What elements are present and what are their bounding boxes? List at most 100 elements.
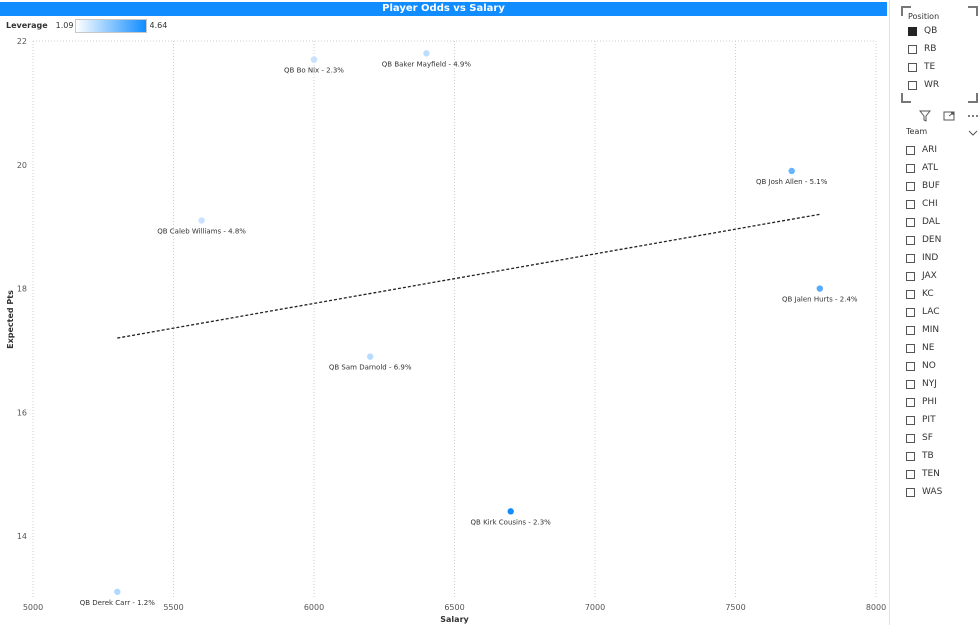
data-point[interactable] bbox=[788, 167, 795, 175]
x-tick-label: 5000 bbox=[23, 603, 43, 612]
team-item-kc[interactable]: KC bbox=[906, 285, 978, 303]
data-point[interactable] bbox=[114, 588, 121, 596]
checkbox[interactable] bbox=[906, 145, 915, 155]
team-item-label: NO bbox=[922, 361, 936, 371]
checkbox[interactable] bbox=[906, 433, 915, 443]
team-item-label: TB bbox=[922, 451, 934, 461]
position-item-rb[interactable]: RB bbox=[908, 40, 939, 58]
team-item-lac[interactable]: LAC bbox=[906, 303, 978, 321]
data-point[interactable] bbox=[310, 56, 318, 63]
data-label: QB Derek Carr - 1.2% bbox=[80, 599, 155, 607]
team-item-label: PHI bbox=[922, 397, 937, 407]
data-point[interactable] bbox=[423, 50, 430, 57]
x-axis-title: Salary bbox=[440, 615, 469, 624]
team-item-ind[interactable]: IND bbox=[906, 249, 978, 267]
team-item-label: KC bbox=[922, 289, 934, 299]
team-item-no[interactable]: NO bbox=[906, 357, 978, 375]
y-tick-label: 14 bbox=[17, 532, 27, 541]
y-tick-label: 18 bbox=[17, 285, 27, 294]
scatter-chart-visual[interactable]: Player Odds vs Salary Leverage 1.09 4.64… bbox=[0, 0, 887, 625]
team-item-chi[interactable]: CHI bbox=[906, 195, 978, 213]
checkbox[interactable] bbox=[906, 307, 915, 317]
data-label: QB Josh Allen - 5.1% bbox=[756, 178, 828, 186]
data-label: QB Caleb Williams - 4.8% bbox=[157, 227, 246, 235]
team-item-pit[interactable]: PIT bbox=[906, 411, 978, 429]
checkbox[interactable] bbox=[906, 361, 915, 371]
team-item-label: NYJ bbox=[922, 379, 937, 389]
team-item-ten[interactable]: TEN bbox=[906, 465, 978, 483]
position-slicer-list: QB RB TE WR bbox=[908, 22, 939, 94]
x-tick-label: 7500 bbox=[725, 603, 745, 612]
team-item-label: IND bbox=[922, 253, 939, 263]
checkbox[interactable] bbox=[906, 487, 915, 497]
team-item-ari[interactable]: ARI bbox=[906, 141, 978, 159]
checkbox[interactable] bbox=[908, 44, 917, 54]
position-item-label: RB bbox=[924, 44, 937, 54]
team-item-buf[interactable]: BUF bbox=[906, 177, 978, 195]
x-tick-label: 7000 bbox=[585, 603, 605, 612]
data-point[interactable] bbox=[367, 353, 374, 360]
checkbox[interactable] bbox=[906, 181, 915, 191]
data-label: QB Baker Mayfield - 4.9% bbox=[382, 60, 472, 68]
position-item-qb[interactable]: QB bbox=[908, 22, 939, 40]
team-item-min[interactable]: MIN bbox=[906, 321, 978, 339]
team-item-label: JAX bbox=[922, 271, 937, 281]
checkbox[interactable] bbox=[906, 163, 915, 173]
data-point[interactable] bbox=[816, 285, 823, 292]
data-point[interactable] bbox=[198, 217, 205, 224]
position-item-te[interactable]: TE bbox=[908, 58, 939, 76]
position-slicer[interactable]: Position QB RB TE WR bbox=[901, 6, 978, 103]
checkbox[interactable] bbox=[906, 253, 915, 263]
checkbox[interactable] bbox=[906, 397, 915, 407]
position-item-wr[interactable]: WR bbox=[908, 76, 939, 94]
y-tick-label: 20 bbox=[17, 161, 27, 170]
legend-min-label: 1.09 bbox=[55, 21, 74, 30]
team-item-sf[interactable]: SF bbox=[906, 429, 978, 447]
checkbox[interactable] bbox=[906, 289, 915, 299]
team-item-label: ARI bbox=[922, 145, 938, 155]
checkbox[interactable] bbox=[906, 379, 915, 389]
checkbox[interactable] bbox=[908, 26, 917, 36]
checkbox[interactable] bbox=[906, 271, 915, 281]
y-tick-label: 16 bbox=[17, 408, 27, 417]
plot-area[interactable]: 5000 5500 6000 6500 7000 7500 8000 14 16 18 20 22 Sa… bbox=[0, 0, 887, 625]
team-item-atl[interactable]: ATL bbox=[906, 159, 978, 177]
team-slicer[interactable]: Team ARI ATL BUF CHI DAL DEN IND JAX KC LAC MIN NE N… bbox=[906, 124, 978, 504]
data-point[interactable] bbox=[507, 508, 514, 515]
position-item-label: WR bbox=[924, 80, 940, 90]
team-item-label: DEN bbox=[922, 235, 942, 245]
checkbox[interactable] bbox=[906, 325, 915, 335]
team-item-tb[interactable]: TB bbox=[906, 447, 978, 465]
team-item-label: BUF bbox=[922, 181, 940, 191]
team-item-jax[interactable]: JAX bbox=[906, 267, 978, 285]
team-item-dal[interactable]: DAL bbox=[906, 213, 978, 231]
team-item-was[interactable]: WAS bbox=[906, 483, 978, 501]
team-item-nyj[interactable]: NYJ bbox=[906, 375, 978, 393]
data-label: QB Kirk Cousins - 2.3% bbox=[471, 518, 552, 526]
checkbox[interactable] bbox=[906, 415, 915, 425]
checkbox[interactable] bbox=[906, 451, 915, 461]
team-item-label: PIT bbox=[922, 415, 936, 425]
y-tick-label: 22 bbox=[17, 37, 27, 46]
checkbox[interactable] bbox=[908, 62, 917, 72]
x-tick-label: 5500 bbox=[163, 603, 183, 612]
team-item-label: MIN bbox=[922, 325, 940, 335]
focus-mode-icon[interactable] bbox=[943, 110, 955, 124]
checkbox[interactable] bbox=[906, 217, 915, 227]
legend-gradient-bar bbox=[75, 18, 148, 33]
team-item-ne[interactable]: NE bbox=[906, 339, 978, 357]
checkbox[interactable] bbox=[906, 469, 915, 479]
chevron-down-icon[interactable] bbox=[968, 122, 978, 141]
y-axis-title: Expected Pts bbox=[6, 290, 15, 349]
checkbox[interactable] bbox=[908, 80, 917, 90]
team-item-den[interactable]: DEN bbox=[906, 231, 978, 249]
team-item-label: NE bbox=[922, 343, 935, 353]
team-item-phi[interactable]: PHI bbox=[906, 393, 978, 411]
checkbox[interactable] bbox=[906, 343, 915, 353]
more-options-icon[interactable] bbox=[967, 110, 979, 124]
x-tick-label: 8000 bbox=[866, 603, 886, 612]
team-item-label: WAS bbox=[922, 487, 943, 497]
checkbox[interactable] bbox=[906, 235, 915, 245]
filter-icon[interactable] bbox=[918, 110, 932, 124]
checkbox[interactable] bbox=[906, 199, 915, 209]
